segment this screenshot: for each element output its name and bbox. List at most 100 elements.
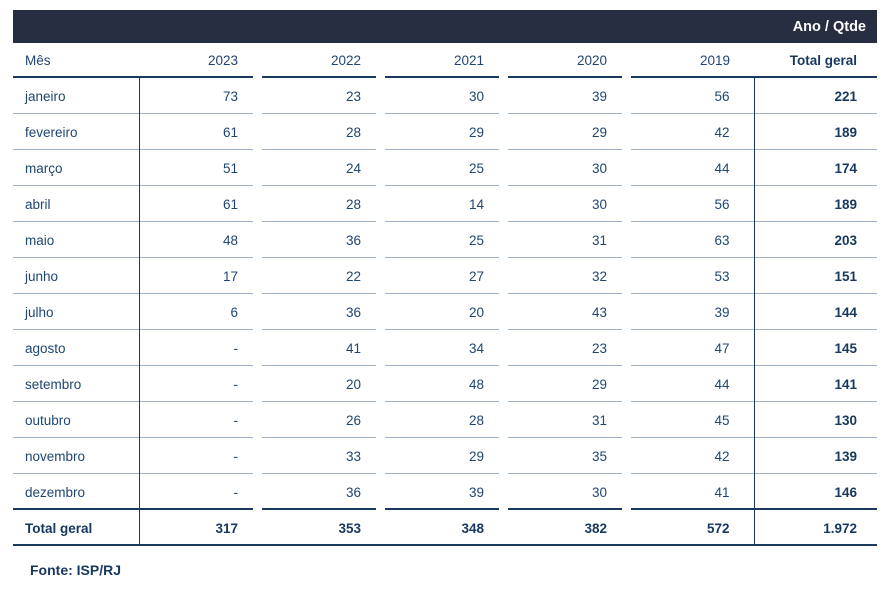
- value-cell: 29: [508, 114, 631, 150]
- row-dim-header: Mês: [13, 43, 139, 78]
- header-row: Mês 2023 2022 2021 2020 2019 Total geral: [13, 43, 877, 78]
- table-row: novembro -33 29 35 42 139: [13, 438, 877, 474]
- value-cell: 28: [385, 402, 508, 438]
- value-cell: 44: [631, 366, 754, 402]
- value-cell: 14: [385, 186, 508, 222]
- total-row: Total geral 317 353 348 382 572 1.972: [13, 510, 877, 546]
- month-cell: setembro: [13, 366, 140, 402]
- value-cell: 44: [631, 150, 754, 186]
- value-cell: 33: [262, 438, 385, 474]
- value-cell: 42: [631, 114, 754, 150]
- month-cell: dezembro: [13, 474, 140, 510]
- data-table: Mês 2023 2022 2021 2020 2019 Total geral…: [13, 43, 877, 546]
- month-cell: fevereiro: [13, 114, 140, 150]
- value-cell: 56: [631, 186, 754, 222]
- value-cell: 29: [385, 438, 508, 474]
- table-row: maio 48 36 25 31 63 203: [13, 222, 877, 258]
- row-total-cell: 151: [753, 258, 877, 294]
- value-cell: 6: [139, 294, 262, 330]
- value-cell: 53: [631, 258, 754, 294]
- total-value-cell: 353: [262, 510, 385, 546]
- value-cell: 42: [631, 438, 754, 474]
- total-value-cell: 317: [139, 510, 262, 546]
- value-cell: 31: [508, 402, 631, 438]
- year-column-header: 2019: [631, 43, 754, 78]
- value-cell: 24: [262, 150, 385, 186]
- value-cell: 26: [262, 402, 385, 438]
- value-cell: 34: [385, 330, 508, 366]
- value-cell: 30: [508, 474, 631, 510]
- table-title: Ano / Qtde: [792, 18, 866, 35]
- value-cell: 39: [508, 78, 631, 114]
- value-cell: 73: [139, 78, 262, 114]
- value-cell: 32: [508, 258, 631, 294]
- row-total-cell: 141: [753, 366, 877, 402]
- value-cell: 39: [385, 474, 508, 510]
- value-cell: 25: [385, 222, 508, 258]
- total-value-cell: 572: [631, 510, 754, 546]
- value-cell: 31: [508, 222, 631, 258]
- value-cell: 43: [508, 294, 631, 330]
- total-row-label: Total geral: [13, 510, 140, 546]
- row-total-cell: 130: [753, 402, 877, 438]
- grand-total-cell: 1.972: [753, 510, 877, 546]
- total-value-cell: 382: [508, 510, 631, 546]
- value-cell: 63: [631, 222, 754, 258]
- row-total-cell: 145: [753, 330, 877, 366]
- value-cell: 17: [139, 258, 262, 294]
- value-cell: 20: [262, 366, 385, 402]
- table-row: setembro -20 48 29 44 141: [13, 366, 877, 402]
- table-row: janeiro 73 23 30 39 56 221: [13, 78, 877, 114]
- value-cell: 48: [139, 222, 262, 258]
- value-cell: 56: [631, 78, 754, 114]
- source-note: Fonte: ISP/RJ: [30, 562, 122, 578]
- value-cell: 29: [508, 366, 631, 402]
- value-cell: 30: [508, 186, 631, 222]
- month-cell: abril: [13, 186, 140, 222]
- row-total-cell: 203: [753, 222, 877, 258]
- year-column-header: 2021: [385, 43, 508, 78]
- row-total-cell: 189: [753, 186, 877, 222]
- value-cell: -: [139, 474, 262, 510]
- year-column-header: 2023: [139, 43, 262, 78]
- month-cell: novembro: [13, 438, 140, 474]
- table-row: outubro -26 28 31 45 130: [13, 402, 877, 438]
- value-cell: 61: [139, 114, 262, 150]
- table-row: agosto -41 34 23 47 145: [13, 330, 877, 366]
- value-cell: 20: [385, 294, 508, 330]
- value-cell: 27: [385, 258, 508, 294]
- month-cell: julho: [13, 294, 140, 330]
- value-cell: -: [139, 402, 262, 438]
- value-cell: 28: [262, 114, 385, 150]
- value-cell: 30: [385, 78, 508, 114]
- value-cell: 41: [631, 474, 754, 510]
- month-cell: maio: [13, 222, 140, 258]
- row-total-cell: 144: [753, 294, 877, 330]
- value-cell: 47: [631, 330, 754, 366]
- value-cell: 35: [508, 438, 631, 474]
- month-cell: março: [13, 150, 140, 186]
- row-total-cell: 146: [753, 474, 877, 510]
- table-row: junho 17 22 27 32 53 151: [13, 258, 877, 294]
- total-column-header: Total geral: [754, 43, 877, 78]
- value-cell: 23: [262, 78, 385, 114]
- value-cell: 36: [262, 222, 385, 258]
- value-cell: 23: [508, 330, 631, 366]
- value-cell: 45: [631, 402, 754, 438]
- value-cell: -: [139, 366, 262, 402]
- value-cell: 36: [262, 474, 385, 510]
- row-total-cell: 189: [753, 114, 877, 150]
- table-row: julho 6 36 20 43 39 144: [13, 294, 877, 330]
- month-cell: agosto: [13, 330, 140, 366]
- value-cell: 25: [385, 150, 508, 186]
- value-cell: 36: [262, 294, 385, 330]
- value-cell: -: [139, 330, 262, 366]
- table-row: fevereiro 61 28 29 29 42 189: [13, 114, 877, 150]
- value-cell: 28: [262, 186, 385, 222]
- total-value-cell: 348: [385, 510, 508, 546]
- value-cell: -: [139, 438, 262, 474]
- month-cell: junho: [13, 258, 140, 294]
- table-row: março 51 24 25 30 44 174: [13, 150, 877, 186]
- value-cell: 22: [262, 258, 385, 294]
